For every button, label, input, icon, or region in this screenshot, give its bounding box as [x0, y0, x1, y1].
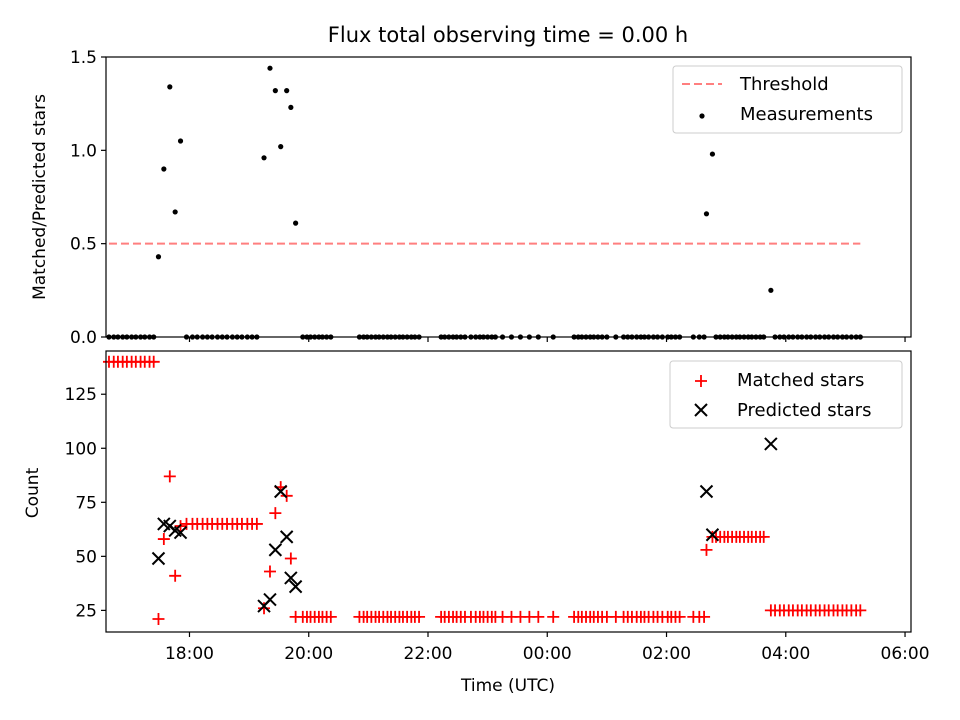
matched-stars-points	[102, 355, 867, 626]
matched-star-marker	[263, 565, 276, 578]
bottom-x-tick-label: 02:00	[642, 644, 691, 664]
measurement-point	[177, 138, 184, 144]
measurement-point	[703, 211, 710, 217]
measurement-point	[272, 88, 278, 94]
legend-predicted-label: Predicted stars	[737, 400, 871, 421]
bottom-y-axis-label: Count	[23, 467, 43, 518]
legend-matched-label: Matched stars	[737, 370, 864, 391]
measurement-point	[278, 144, 284, 150]
bottom-y-tick-label: 75	[75, 493, 97, 513]
measurement-point	[261, 155, 267, 161]
bottom-x-tick-label: 20:00	[284, 644, 333, 664]
matched-star-marker	[250, 517, 263, 530]
bottom-x-tick-label: 22:00	[404, 644, 453, 664]
bottom-y-tick-label: 50	[75, 547, 97, 567]
predicted-star-marker	[764, 437, 778, 451]
legend-measurements-label: Measurements	[740, 104, 873, 125]
matched-star-marker	[324, 610, 337, 623]
measurement-point	[293, 220, 299, 226]
top-y-axis-label: Matched/Predicted stars	[30, 94, 50, 300]
matched-star-marker	[757, 530, 770, 543]
measurement-point	[288, 104, 294, 110]
matched-star-marker	[147, 355, 160, 368]
top-y-tick-label: 1.5	[70, 48, 97, 68]
matched-star-marker	[280, 489, 293, 502]
matched-star-marker	[698, 610, 711, 623]
bottom-legend-box	[669, 360, 903, 429]
matched-star-marker	[284, 552, 297, 565]
bottom-axes-frame	[105, 350, 912, 633]
predicted-star-marker	[284, 571, 298, 585]
bottom-y-tick-label: 125	[65, 385, 97, 405]
matched-star-marker	[163, 470, 176, 483]
predicted-star-marker	[279, 530, 294, 544]
top-y-axis: 0.0 0.5 1.0 1.5	[70, 48, 106, 348]
matched-star-marker	[547, 610, 560, 623]
top-y-tick-label: 0.0	[70, 328, 97, 348]
legend-threshold-label: Threshold	[739, 74, 829, 95]
bottom-x-tick-label: 00:00	[523, 644, 572, 664]
top-y-tick-label: 0.5	[70, 235, 97, 255]
predicted-star-marker	[268, 543, 283, 557]
predicted-star-marker	[274, 484, 288, 499]
bottom-legend: Matched stars Predicted stars	[669, 360, 903, 429]
top-chart-title: Flux total observing time = 0.00 h	[328, 23, 688, 47]
matched-star-marker	[157, 533, 170, 546]
measurement-point	[161, 166, 167, 172]
matched-star-marker	[673, 610, 686, 623]
top-legend: Threshold Measurements	[672, 65, 903, 134]
top-panel: Flux total observing time = 0.00 h 0.00.…	[30, 23, 912, 348]
bottom-y-tick-label: 25	[75, 601, 97, 621]
predicted-star-marker	[173, 525, 188, 540]
top-legend-box	[672, 65, 903, 134]
predicted-star-marker	[699, 484, 714, 499]
predicted-star-marker	[288, 579, 303, 594]
measurement-point	[267, 65, 273, 71]
top-x-ticks	[188, 337, 906, 342]
bottom-x-tick-label: 04:00	[761, 644, 810, 664]
matched-star-marker	[269, 507, 282, 520]
matched-star-marker	[700, 543, 713, 556]
matched-star-marker	[169, 569, 182, 582]
matched-star-marker	[532, 610, 545, 623]
bottom-y-axis: 25 50 75 100 125	[65, 385, 106, 621]
bottom-x-tick-label: 06:00	[881, 644, 930, 664]
matched-star-marker	[152, 613, 165, 626]
measurement-point	[768, 287, 774, 293]
measurement-point	[172, 209, 178, 215]
bottom-panel: 25 50 75 100 125 18:00 20:00 22:00 00:00 02:00 04…	[23, 350, 930, 696]
legend-predicted-swatch	[694, 403, 708, 417]
predicted-star-marker	[151, 551, 166, 566]
legend-matched-swatch	[695, 375, 707, 387]
legend-measurements-swatch	[699, 113, 705, 119]
measurement-point	[709, 151, 716, 157]
bottom-x-axis-label: Time (UTC)	[460, 676, 555, 696]
predicted-star-marker	[263, 592, 277, 607]
bottom-x-tick-label: 18:00	[165, 644, 214, 664]
matched-star-marker	[413, 610, 426, 623]
predicted-star-marker	[705, 528, 720, 542]
measurement-point	[167, 84, 173, 90]
top-y-tick-label: 1.0	[70, 141, 97, 161]
top-axes-frame	[105, 56, 912, 338]
predicted-stars-points	[151, 437, 778, 613]
bottom-x-axis: 18:00 20:00 22:00 00:00 02:00 04:00 06:00	[165, 632, 930, 664]
bottom-y-tick-label: 100	[65, 439, 97, 459]
matched-star-marker	[854, 604, 867, 617]
measurement-point	[284, 88, 290, 94]
measurement-point	[155, 254, 162, 260]
